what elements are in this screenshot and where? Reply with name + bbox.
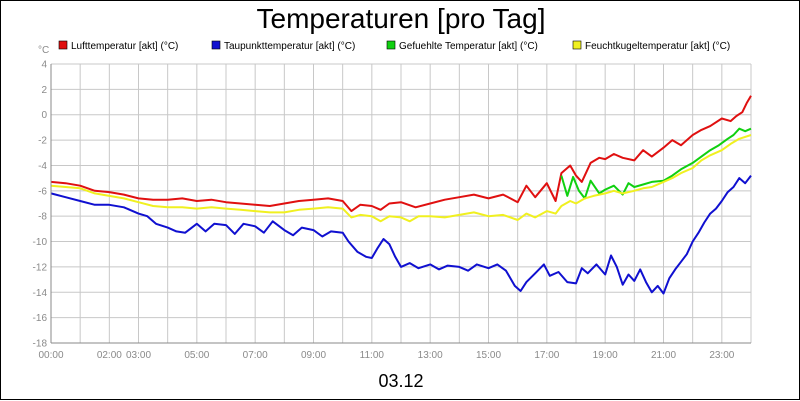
x-tick-label: 02:00 <box>97 350 122 361</box>
x-tick-label: 07:00 <box>243 350 268 361</box>
x-tick-label: 15:00 <box>476 350 501 361</box>
x-tick-label: 11:00 <box>360 350 385 361</box>
y-tick-label: 2 <box>41 85 47 96</box>
y-tick-label: -10 <box>33 237 48 248</box>
x-tick-label: 23:00 <box>709 350 734 361</box>
x-tick-label: 03:00 <box>126 350 151 361</box>
y-tick-label: -18 <box>33 339 48 350</box>
legend-swatch <box>386 40 396 50</box>
legend-label: Feuchtkugeltemperatur [akt] (°C) <box>585 41 730 52</box>
legend-label: Lufttemperatur [akt] (°C) <box>71 41 178 52</box>
chart-title: Temperaturen [pro Tag] <box>257 3 546 34</box>
x-tick-label: 05:00 <box>184 350 209 361</box>
x-tick-label: 13:00 <box>418 350 443 361</box>
legend-swatch <box>572 40 582 50</box>
x-tick-label: 00:00 <box>38 350 63 361</box>
y-tick-label: 0 <box>41 110 47 121</box>
grid <box>50 63 752 344</box>
y-tick-label: 4 <box>41 60 47 71</box>
series-line-2 <box>50 174 752 295</box>
y-tick-label: -8 <box>38 212 47 223</box>
x-tick-label: 09:00 <box>301 350 326 361</box>
legend-label: Taupunkttemperatur [akt] (°C) <box>224 41 355 52</box>
legend-swatch <box>211 40 221 50</box>
x-tick-label: 21:00 <box>651 350 676 361</box>
series-line-3 <box>560 127 752 200</box>
legend-swatch <box>58 40 68 50</box>
y-tick-label: -12 <box>33 262 48 273</box>
series-line-4 <box>50 134 752 223</box>
y-tick-label: -2 <box>38 136 47 147</box>
legend-label: Gefuehlte Temperatur [akt] (°C) <box>399 41 538 52</box>
y-tick-label: -6 <box>38 186 47 197</box>
y-tick-label: -16 <box>33 313 48 324</box>
date-label: 03.12 <box>378 371 423 391</box>
legend: Lufttemperatur [akt] (°C) Taupunkttempera… <box>58 40 730 52</box>
y-tick-label: -4 <box>38 161 47 172</box>
y-axis-unit: °C <box>38 45 49 56</box>
y-tick-label: -14 <box>33 288 48 299</box>
x-tick-label: 19:00 <box>593 350 618 361</box>
x-tick-label: 17:00 <box>534 350 559 361</box>
series-line-1 <box>50 95 752 213</box>
series-lines <box>50 95 752 295</box>
